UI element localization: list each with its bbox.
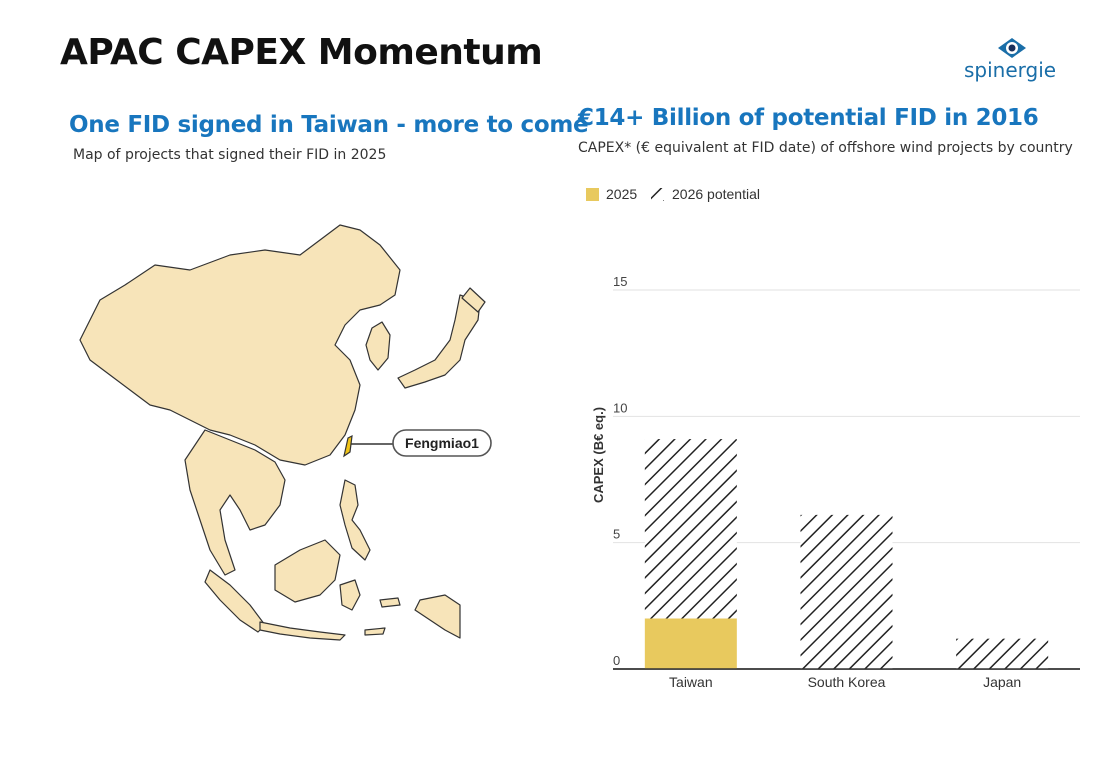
map-title: One FID signed in Taiwan - more to come bbox=[69, 112, 589, 138]
page-title: APAC CAPEX Momentum bbox=[60, 32, 543, 73]
x-tick-label: Japan bbox=[983, 674, 1021, 690]
map-islands bbox=[379, 597, 401, 608]
callout-label: Fengmiao1 bbox=[405, 435, 479, 451]
legend-swatch-2026-potential bbox=[651, 188, 664, 201]
chart-legend: 2025 2026 potential bbox=[586, 186, 760, 202]
map-sumatra bbox=[204, 569, 266, 633]
logo-eye-icon bbox=[998, 38, 1026, 58]
chart-subtitle: CAPEX* (€ equivalent at FID date) of off… bbox=[578, 140, 1073, 156]
bar-taiwan-2025 bbox=[644, 618, 737, 669]
map-china bbox=[79, 224, 401, 466]
y-axis-label: CAPEX (B€ eq.) bbox=[591, 407, 606, 503]
logo-text: spinergie bbox=[964, 58, 1057, 82]
map-subtitle: Map of projects that signed their FID in… bbox=[73, 147, 387, 163]
x-tick-label: Taiwan bbox=[669, 674, 713, 690]
map-korea bbox=[365, 321, 391, 371]
logo: spinergie bbox=[960, 36, 1070, 86]
y-tick-label: 0 bbox=[613, 653, 620, 668]
y-tick-label: 5 bbox=[613, 527, 620, 542]
map-java bbox=[259, 621, 346, 641]
bar-taiwan-2026-potential bbox=[644, 439, 737, 619]
map-japan bbox=[397, 294, 481, 389]
legend-label-2025: 2025 bbox=[606, 186, 637, 202]
map-sulawesi bbox=[339, 579, 361, 611]
map-taiwan-highlight bbox=[343, 434, 353, 458]
y-tick-label: 15 bbox=[613, 274, 627, 289]
bar-south-korea-2026-potential bbox=[800, 514, 893, 669]
chart-title: €14+ Billion of potential FID in 2016 bbox=[578, 105, 1039, 131]
capex-bar-chart: 2025 2026 potential 0 5 10 15 Taiwan South Ko… bbox=[586, 186, 1080, 690]
legend-label-2026-potential: 2026 potential bbox=[672, 186, 760, 202]
chart-x-labels: Taiwan South Korea Japan bbox=[669, 674, 1021, 690]
map-borneo bbox=[274, 539, 341, 603]
y-tick-label: 10 bbox=[613, 400, 627, 415]
bar-japan-2026-potential bbox=[956, 638, 1049, 669]
asia-map: Fengmiao1 bbox=[79, 224, 492, 641]
map-new-guinea bbox=[414, 594, 461, 639]
map-philippines bbox=[339, 479, 371, 561]
map-indochina bbox=[184, 429, 286, 576]
map-hokkaido bbox=[461, 287, 486, 313]
callout-box bbox=[392, 429, 492, 457]
chart-bars bbox=[644, 439, 1049, 669]
legend-swatch-2025 bbox=[586, 188, 599, 201]
x-tick-label: South Korea bbox=[808, 674, 886, 690]
